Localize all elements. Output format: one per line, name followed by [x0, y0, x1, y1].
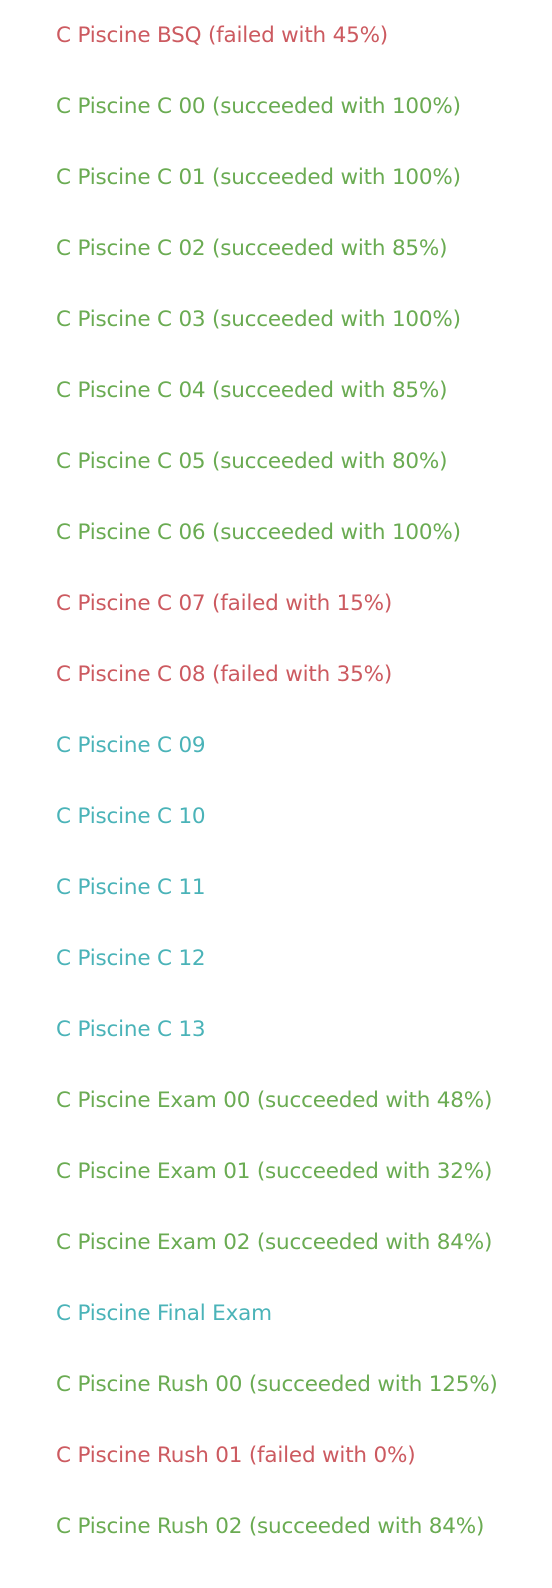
project-link[interactable]: C Piscine Rush 02 (succeeded with 84%) [56, 1514, 485, 1539]
project-item: C Piscine Final Exam [56, 1278, 272, 1349]
project-link[interactable]: C Piscine C 11 [56, 875, 206, 900]
project-link[interactable]: C Piscine C 00 (succeeded with 100%) [56, 94, 461, 119]
project-link[interactable]: C Piscine Rush 01 (failed with 0%) [56, 1443, 416, 1468]
project-link[interactable]: C Piscine C 12 [56, 946, 206, 971]
project-link[interactable]: C Piscine C 08 (failed with 35%) [56, 662, 393, 687]
project-link[interactable]: C Piscine Final Exam [56, 1301, 272, 1326]
project-link[interactable]: C Piscine BSQ (failed with 45%) [56, 23, 388, 48]
project-link[interactable]: C Piscine Exam 00 (succeeded with 48%) [56, 1088, 493, 1113]
project-item: C Piscine C 07 (failed with 15%) [56, 568, 392, 639]
project-item: C Piscine C 09 [56, 710, 206, 781]
project-item: C Piscine Exam 02 (succeeded with 84%) [56, 1207, 492, 1278]
project-item: C Piscine Rush 01 (failed with 0%) [56, 1420, 416, 1491]
project-link[interactable]: C Piscine Exam 02 (succeeded with 84%) [56, 1230, 493, 1255]
project-link[interactable]: C Piscine C 05 (succeeded with 80%) [56, 449, 448, 474]
project-item: C Piscine BSQ (failed with 45%) [56, 0, 388, 71]
project-link[interactable]: C Piscine Exam 01 (succeeded with 32%) [56, 1159, 493, 1184]
project-link[interactable]: C Piscine C 10 [56, 804, 206, 829]
project-item: C Piscine C 11 [56, 852, 206, 923]
project-item: C Piscine C 08 (failed with 35%) [56, 639, 392, 710]
project-item: C Piscine C 03 (succeeded with 100%) [56, 284, 461, 355]
project-link[interactable]: C Piscine C 07 (failed with 15%) [56, 591, 393, 616]
project-item: C Piscine C 00 (succeeded with 100%) [56, 71, 461, 142]
project-item: C Piscine C 04 (succeeded with 85%) [56, 355, 448, 426]
project-link[interactable]: C Piscine C 03 (succeeded with 100%) [56, 307, 461, 332]
project-item: C Piscine Exam 00 (succeeded with 48%) [56, 1065, 492, 1136]
project-item: C Piscine C 12 [56, 923, 206, 994]
project-item: C Piscine C 13 [56, 994, 206, 1065]
project-link[interactable]: C Piscine Rush 00 (succeeded with 125%) [56, 1372, 498, 1397]
project-link[interactable]: C Piscine C 04 (succeeded with 85%) [56, 378, 448, 403]
project-item: C Piscine Rush 00 (succeeded with 125%) [56, 1349, 498, 1420]
project-item: C Piscine C 06 (succeeded with 100%) [56, 497, 461, 568]
project-item: C Piscine C 01 (succeeded with 100%) [56, 142, 461, 213]
project-item: C Piscine C 02 (succeeded with 85%) [56, 213, 448, 284]
project-item: C Piscine C 10 [56, 781, 206, 852]
project-item: C Piscine C 05 (succeeded with 80%) [56, 426, 448, 497]
project-link[interactable]: C Piscine C 02 (succeeded with 85%) [56, 236, 448, 261]
project-link[interactable]: C Piscine C 01 (succeeded with 100%) [56, 165, 461, 190]
project-item: C Piscine Exam 01 (succeeded with 32%) [56, 1136, 492, 1207]
project-item: C Piscine Rush 02 (succeeded with 84%) [56, 1491, 484, 1562]
project-link[interactable]: C Piscine C 06 (succeeded with 100%) [56, 520, 461, 545]
project-link[interactable]: C Piscine C 13 [56, 1017, 206, 1042]
project-link[interactable]: C Piscine C 09 [56, 733, 206, 758]
